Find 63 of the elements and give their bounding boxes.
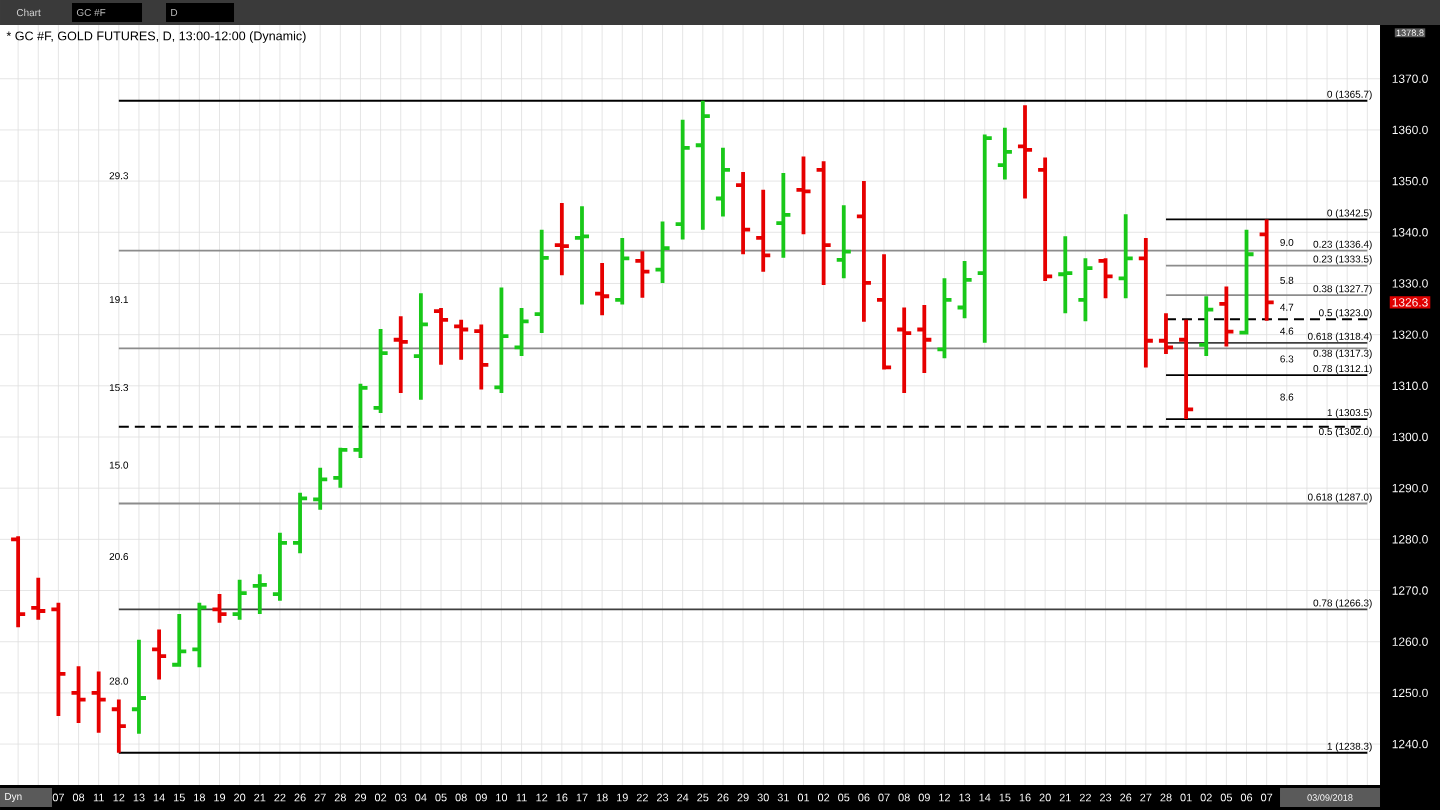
candlestick xyxy=(29,575,48,622)
candlestick xyxy=(532,227,551,335)
candlestick xyxy=(411,291,430,402)
candlestick xyxy=(794,154,813,237)
candlestick xyxy=(774,171,793,260)
candlestick xyxy=(270,530,289,603)
candlestick xyxy=(673,117,692,242)
candlestick xyxy=(693,98,712,232)
candlestick xyxy=(250,572,269,616)
candlestick xyxy=(734,169,753,257)
candlestick xyxy=(1136,236,1155,370)
candlestick xyxy=(1197,294,1216,359)
candlestick xyxy=(210,592,229,625)
candlestick xyxy=(492,285,511,395)
candlestick xyxy=(1237,227,1256,335)
candlestick xyxy=(955,259,974,321)
candlestick xyxy=(613,236,632,307)
candlestick xyxy=(452,317,471,362)
candlestick xyxy=(190,600,209,670)
candlestick xyxy=(814,159,833,287)
candlestick xyxy=(633,249,652,300)
candlestick xyxy=(472,322,491,392)
candlestick xyxy=(995,125,1014,182)
candlestick xyxy=(854,179,873,324)
candlestick xyxy=(915,303,934,375)
candlestick xyxy=(130,637,148,736)
candlestick xyxy=(391,314,410,395)
candlestick xyxy=(1157,311,1175,356)
candlestick xyxy=(713,145,732,219)
candlestick xyxy=(1116,212,1135,301)
candlestick xyxy=(593,261,612,318)
candlestick xyxy=(754,187,773,274)
candlestick xyxy=(230,577,249,622)
candlestick xyxy=(371,327,390,415)
candlestick xyxy=(1096,256,1115,301)
candlestick xyxy=(1036,155,1055,283)
candlestick xyxy=(1257,217,1276,323)
candlestick xyxy=(109,697,128,755)
candlestick xyxy=(834,203,853,281)
candlestick xyxy=(351,381,370,460)
candlestick xyxy=(975,132,994,345)
candlestick xyxy=(1217,284,1236,349)
candlestick xyxy=(432,306,450,367)
candlestick xyxy=(150,627,169,682)
candlestick xyxy=(170,612,189,669)
candlestick xyxy=(69,664,88,725)
candlestick xyxy=(875,252,893,372)
candlestick xyxy=(1056,234,1075,316)
candlestick xyxy=(89,669,108,735)
candlestick xyxy=(9,534,28,630)
candlestick xyxy=(653,219,672,285)
candlestick xyxy=(512,306,531,359)
candlestick xyxy=(291,490,309,556)
candlestick xyxy=(1076,256,1095,324)
candlestick xyxy=(311,465,330,512)
candlestick xyxy=(895,305,914,395)
candlestick xyxy=(1016,103,1034,201)
candlestick xyxy=(1177,317,1196,421)
candlestick xyxy=(331,445,350,490)
candlestick xyxy=(935,276,954,361)
candlestick xyxy=(552,201,571,278)
candlestick xyxy=(49,600,68,718)
candlestick xyxy=(573,204,591,307)
